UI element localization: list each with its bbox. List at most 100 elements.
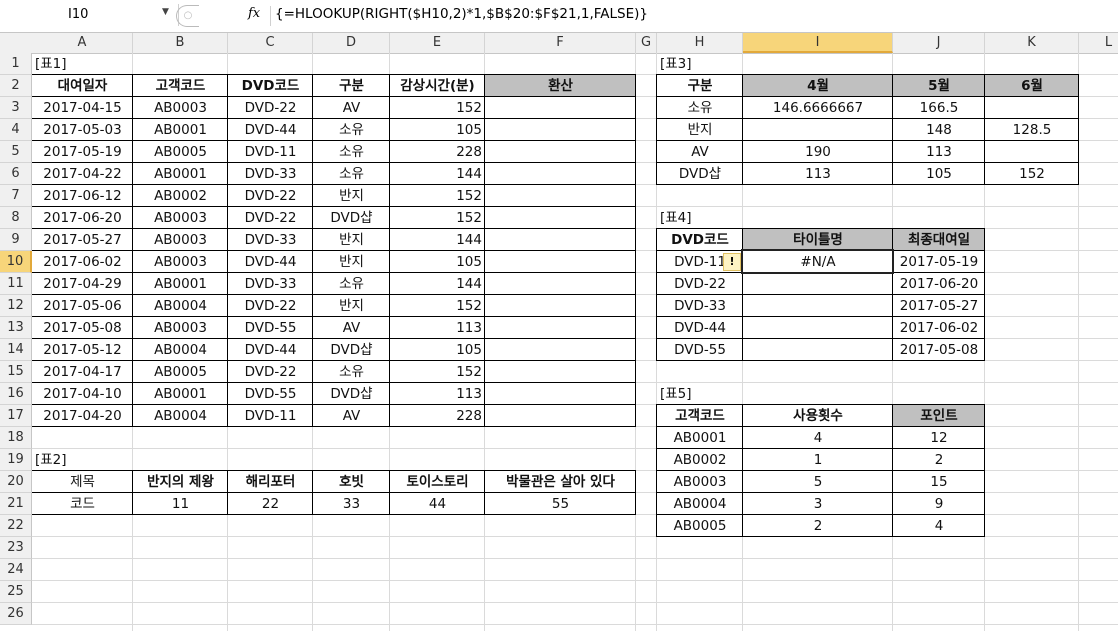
cell-H6[interactable]: DVD샵 bbox=[678, 166, 722, 182]
cell-B12[interactable]: AB0004 bbox=[154, 298, 207, 314]
cell-E10[interactable]: 105 bbox=[456, 254, 482, 270]
cell-J4[interactable]: 148 bbox=[926, 122, 952, 138]
insert-function-icon[interactable]: fx bbox=[248, 6, 261, 21]
column-header-E[interactable]: E bbox=[390, 33, 485, 53]
formula-input[interactable]: {=HLOOKUP(RIGHT($H10,2)*1,$B$20:$F$21,1,… bbox=[270, 6, 648, 26]
column-header-F[interactable]: F bbox=[485, 33, 636, 53]
cell-D8[interactable]: DVD샵 bbox=[330, 210, 373, 226]
row-header-25[interactable]: 25 bbox=[0, 581, 32, 603]
cell-F2[interactable]: 환산 bbox=[548, 78, 573, 94]
cell-E15[interactable]: 152 bbox=[456, 364, 482, 380]
cell-C17[interactable]: DVD-11 bbox=[244, 408, 297, 424]
cell-J5[interactable]: 113 bbox=[926, 144, 952, 160]
cell-E9[interactable]: 144 bbox=[456, 232, 482, 248]
chevron-down-icon[interactable]: ▼ bbox=[162, 7, 169, 17]
cell-B6[interactable]: AB0001 bbox=[154, 166, 207, 182]
row-header-15[interactable]: 15 bbox=[0, 361, 32, 383]
cell-A5[interactable]: 2017-05-19 bbox=[43, 144, 122, 160]
cell-E6[interactable]: 144 bbox=[456, 166, 482, 182]
formula-bar-handle[interactable]: ○ bbox=[176, 5, 199, 27]
cell-D21[interactable]: 33 bbox=[342, 496, 361, 512]
cell-B14[interactable]: AB0004 bbox=[154, 342, 207, 358]
cell-B2[interactable]: 고객코드 bbox=[155, 78, 206, 94]
cell-C15[interactable]: DVD-22 bbox=[244, 364, 297, 380]
cell-A9[interactable]: 2017-05-27 bbox=[43, 232, 122, 248]
cell-D17[interactable]: AV bbox=[342, 408, 361, 424]
row-header-12[interactable]: 12 bbox=[0, 295, 32, 317]
name-box[interactable]: I10 ▼ bbox=[0, 4, 179, 26]
cell-C16[interactable]: DVD-55 bbox=[244, 386, 297, 402]
row-header-21[interactable]: 21 bbox=[0, 493, 32, 515]
cell-A10[interactable]: 2017-06-02 bbox=[43, 254, 122, 270]
cell-D7[interactable]: 반지 bbox=[339, 188, 364, 204]
column-header-A[interactable]: A bbox=[32, 33, 133, 53]
cell-B21[interactable]: 11 bbox=[171, 496, 190, 512]
cell-J6[interactable]: 105 bbox=[926, 166, 952, 182]
cell-D12[interactable]: 반지 bbox=[339, 298, 364, 314]
cell-J13[interactable]: 2017-06-02 bbox=[899, 320, 979, 336]
cell-F20[interactable]: 박물관은 살아 있다 bbox=[506, 474, 615, 490]
cell-I18[interactable]: 4 bbox=[813, 430, 823, 446]
cell-I3[interactable]: 146.6666667 bbox=[772, 100, 864, 116]
cell-A14[interactable]: 2017-05-12 bbox=[43, 342, 122, 358]
row-header-11[interactable]: 11 bbox=[0, 273, 32, 295]
cell-I21[interactable]: 3 bbox=[813, 496, 823, 512]
row-header-8[interactable]: 8 bbox=[0, 207, 32, 229]
row-header-20[interactable]: 20 bbox=[0, 471, 32, 493]
cell-H4[interactable]: 반지 bbox=[687, 122, 713, 138]
cell-H5[interactable]: AV bbox=[691, 144, 709, 160]
cell-H18[interactable]: AB0001 bbox=[673, 430, 727, 446]
cell-A12[interactable]: 2017-05-06 bbox=[43, 298, 122, 314]
cell-J21[interactable]: 9 bbox=[934, 496, 944, 512]
cell-J9[interactable]: 최종대여일 bbox=[907, 232, 971, 248]
cell-E17[interactable]: 228 bbox=[456, 408, 482, 424]
cell-H20[interactable]: AB0003 bbox=[673, 474, 727, 490]
cell-B11[interactable]: AB0001 bbox=[154, 276, 207, 292]
cell-H17[interactable]: 고객코드 bbox=[675, 408, 725, 424]
column-header-G[interactable]: G bbox=[636, 33, 657, 53]
row-header-6[interactable]: 6 bbox=[0, 163, 32, 185]
row-header-1[interactable]: 1 bbox=[0, 53, 32, 75]
row-header-17[interactable]: 17 bbox=[0, 405, 32, 427]
cell-C8[interactable]: DVD-22 bbox=[244, 210, 297, 226]
cell-C12[interactable]: DVD-22 bbox=[244, 298, 297, 314]
warning-diamond-icon[interactable]: ! bbox=[723, 253, 741, 271]
cell-J17[interactable]: 포인트 bbox=[920, 408, 958, 424]
cell-H21[interactable]: AB0004 bbox=[673, 496, 727, 512]
row-header-9[interactable]: 9 bbox=[0, 229, 32, 251]
cell-A13[interactable]: 2017-05-08 bbox=[43, 320, 122, 336]
row-header-7[interactable]: 7 bbox=[0, 185, 32, 207]
cell-B3[interactable]: AB0003 bbox=[154, 100, 207, 116]
cell-B16[interactable]: AB0001 bbox=[154, 386, 207, 402]
cell-C13[interactable]: DVD-55 bbox=[244, 320, 297, 336]
cell-H11[interactable]: DVD-22 bbox=[674, 276, 726, 292]
cell-B7[interactable]: AB0002 bbox=[154, 188, 207, 204]
cell-H12[interactable]: DVD-33 bbox=[674, 298, 726, 314]
row-header-19[interactable]: 19 bbox=[0, 449, 32, 471]
cell-E2[interactable]: 감상시간(분) bbox=[400, 78, 475, 94]
cell-C11[interactable]: DVD-33 bbox=[244, 276, 297, 292]
cell-D16[interactable]: DVD샵 bbox=[330, 386, 373, 402]
cell-J14[interactable]: 2017-05-08 bbox=[899, 342, 979, 358]
row-header-14[interactable]: 14 bbox=[0, 339, 32, 361]
cell-I6[interactable]: 113 bbox=[805, 166, 831, 182]
row-header-10[interactable]: 10 bbox=[0, 251, 32, 273]
cell-E3[interactable]: 152 bbox=[456, 100, 482, 116]
cell-E14[interactable]: 105 bbox=[456, 342, 482, 358]
cell-B9[interactable]: AB0003 bbox=[154, 232, 207, 248]
row-header-24[interactable]: 24 bbox=[0, 559, 32, 581]
cell-J2[interactable]: 5월 bbox=[928, 78, 950, 94]
column-header-L[interactable]: L bbox=[1079, 33, 1118, 53]
column-header-B[interactable]: B bbox=[133, 33, 228, 53]
cell-A3[interactable]: 2017-04-15 bbox=[43, 100, 122, 116]
cell-E20[interactable]: 토이스토리 bbox=[406, 474, 469, 490]
cell-C6[interactable]: DVD-33 bbox=[244, 166, 297, 182]
cell-J20[interactable]: 15 bbox=[930, 474, 948, 490]
cell-D20[interactable]: 호빗 bbox=[339, 474, 364, 490]
column-header-H[interactable]: H bbox=[657, 33, 743, 53]
cell-I10[interactable]: #N/A bbox=[800, 254, 836, 270]
cell-J3[interactable]: 166.5 bbox=[919, 100, 959, 116]
cell-J11[interactable]: 2017-06-20 bbox=[899, 276, 979, 292]
cell-D5[interactable]: 소유 bbox=[339, 144, 364, 160]
cell-C3[interactable]: DVD-22 bbox=[244, 100, 297, 116]
